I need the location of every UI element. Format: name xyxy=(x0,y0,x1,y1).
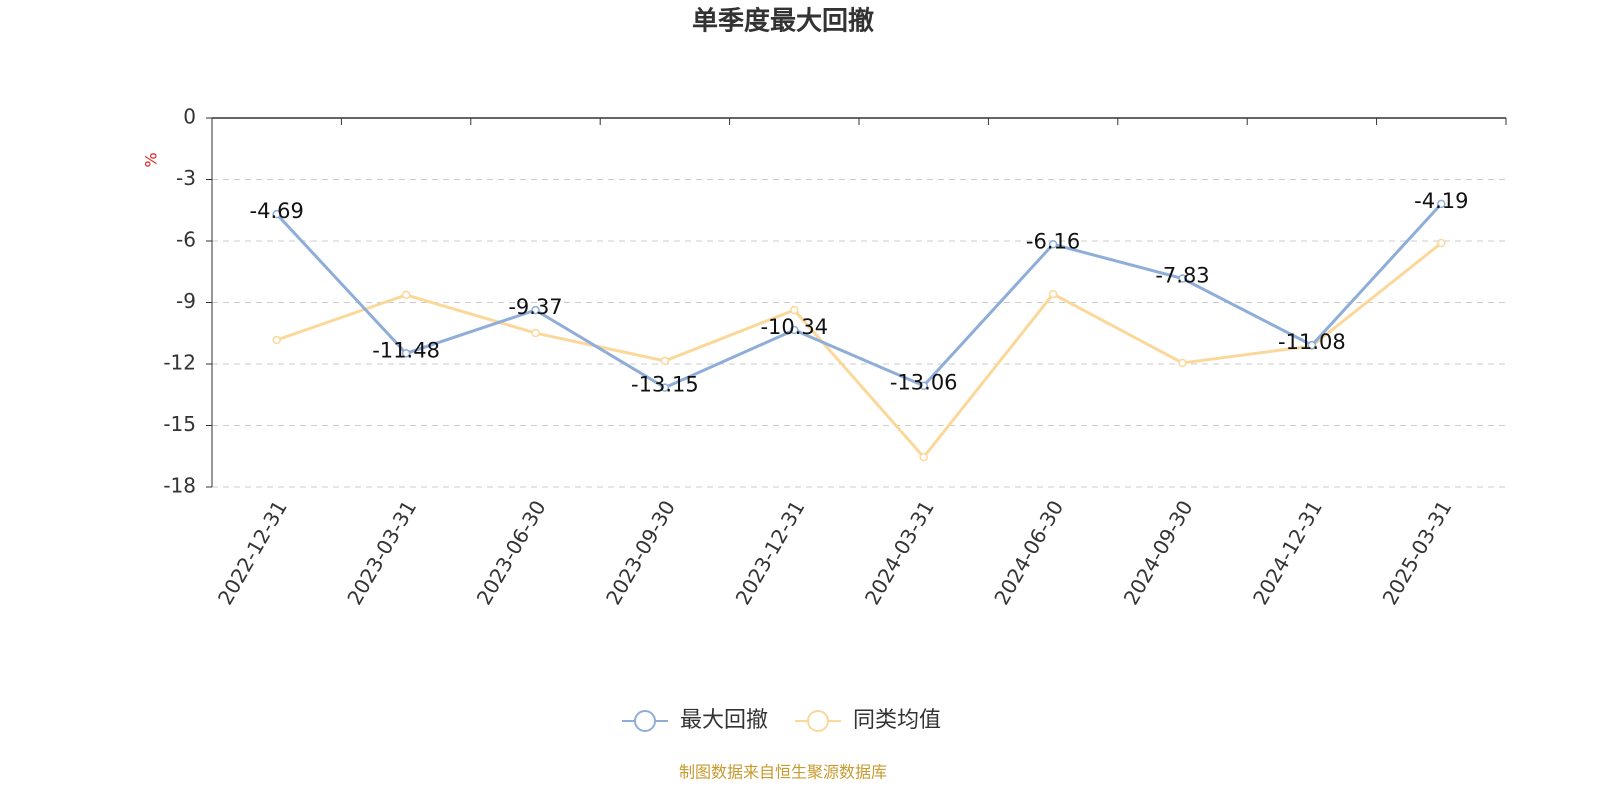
data-label: -13.15 xyxy=(631,373,699,397)
y-tick-label: -18 xyxy=(163,474,196,498)
x-tick-label: 2023-09-30 xyxy=(601,496,680,609)
point xyxy=(660,383,670,392)
point xyxy=(790,325,799,335)
point xyxy=(272,335,281,345)
data-label: -7.83 xyxy=(1155,264,1209,288)
series-line xyxy=(276,241,1443,460)
x-tick-label: 2025-03-31 xyxy=(1377,496,1456,609)
point xyxy=(531,328,540,338)
y-tick-label: 0 xyxy=(183,105,196,129)
legend-icon xyxy=(807,710,829,732)
data-label: -13.06 xyxy=(890,371,958,395)
x-tick-label: 2024-09-30 xyxy=(1119,496,1198,609)
legend-icon xyxy=(634,710,656,732)
x-tick-label: 2024-03-31 xyxy=(860,496,939,609)
y-tick-label: -3 xyxy=(176,166,196,190)
point xyxy=(272,209,281,219)
x-tick-label: 2023-12-31 xyxy=(730,496,809,609)
data-label: -6.16 xyxy=(1026,229,1080,253)
point xyxy=(1307,340,1317,350)
point xyxy=(660,356,670,366)
source-note: 制图数据来自恒生聚源数据库 xyxy=(679,763,887,782)
legend-label: 最大回撤 xyxy=(680,708,768,733)
x-tick-label: 2024-12-31 xyxy=(1248,496,1327,609)
point xyxy=(919,452,928,462)
data-label: -4.19 xyxy=(1414,189,1468,213)
point xyxy=(1048,289,1058,299)
point xyxy=(1437,199,1446,209)
y-tick-label: -12 xyxy=(163,351,196,375)
y-tick-label: -15 xyxy=(163,412,196,436)
x-tick-label: 2022-12-31 xyxy=(213,496,292,609)
point xyxy=(1178,358,1187,368)
y-tick-label: -6 xyxy=(176,228,196,252)
data-label: -9.37 xyxy=(508,295,562,319)
data-label: -10.34 xyxy=(760,315,828,339)
x-tick-label: 2023-06-30 xyxy=(472,496,551,609)
point xyxy=(790,305,799,315)
point xyxy=(1437,238,1446,248)
point xyxy=(1178,274,1187,283)
x-tick-label: 2024-06-30 xyxy=(989,496,1068,609)
point xyxy=(1048,240,1058,249)
y-tick-label: -9 xyxy=(176,289,196,313)
point xyxy=(401,349,411,358)
legend-label: 同类均值 xyxy=(853,708,941,733)
y-unit: % xyxy=(142,152,161,167)
data-label: -11.08 xyxy=(1278,330,1346,354)
series-line xyxy=(275,202,1443,390)
data-label: -4.69 xyxy=(250,199,304,223)
point xyxy=(401,290,411,300)
chart-title: 单季度最大回撤 xyxy=(692,6,874,37)
point xyxy=(531,305,540,315)
data-label: -11.48 xyxy=(372,338,440,362)
point xyxy=(919,381,928,390)
x-tick-label: 2023-03-31 xyxy=(342,496,421,609)
